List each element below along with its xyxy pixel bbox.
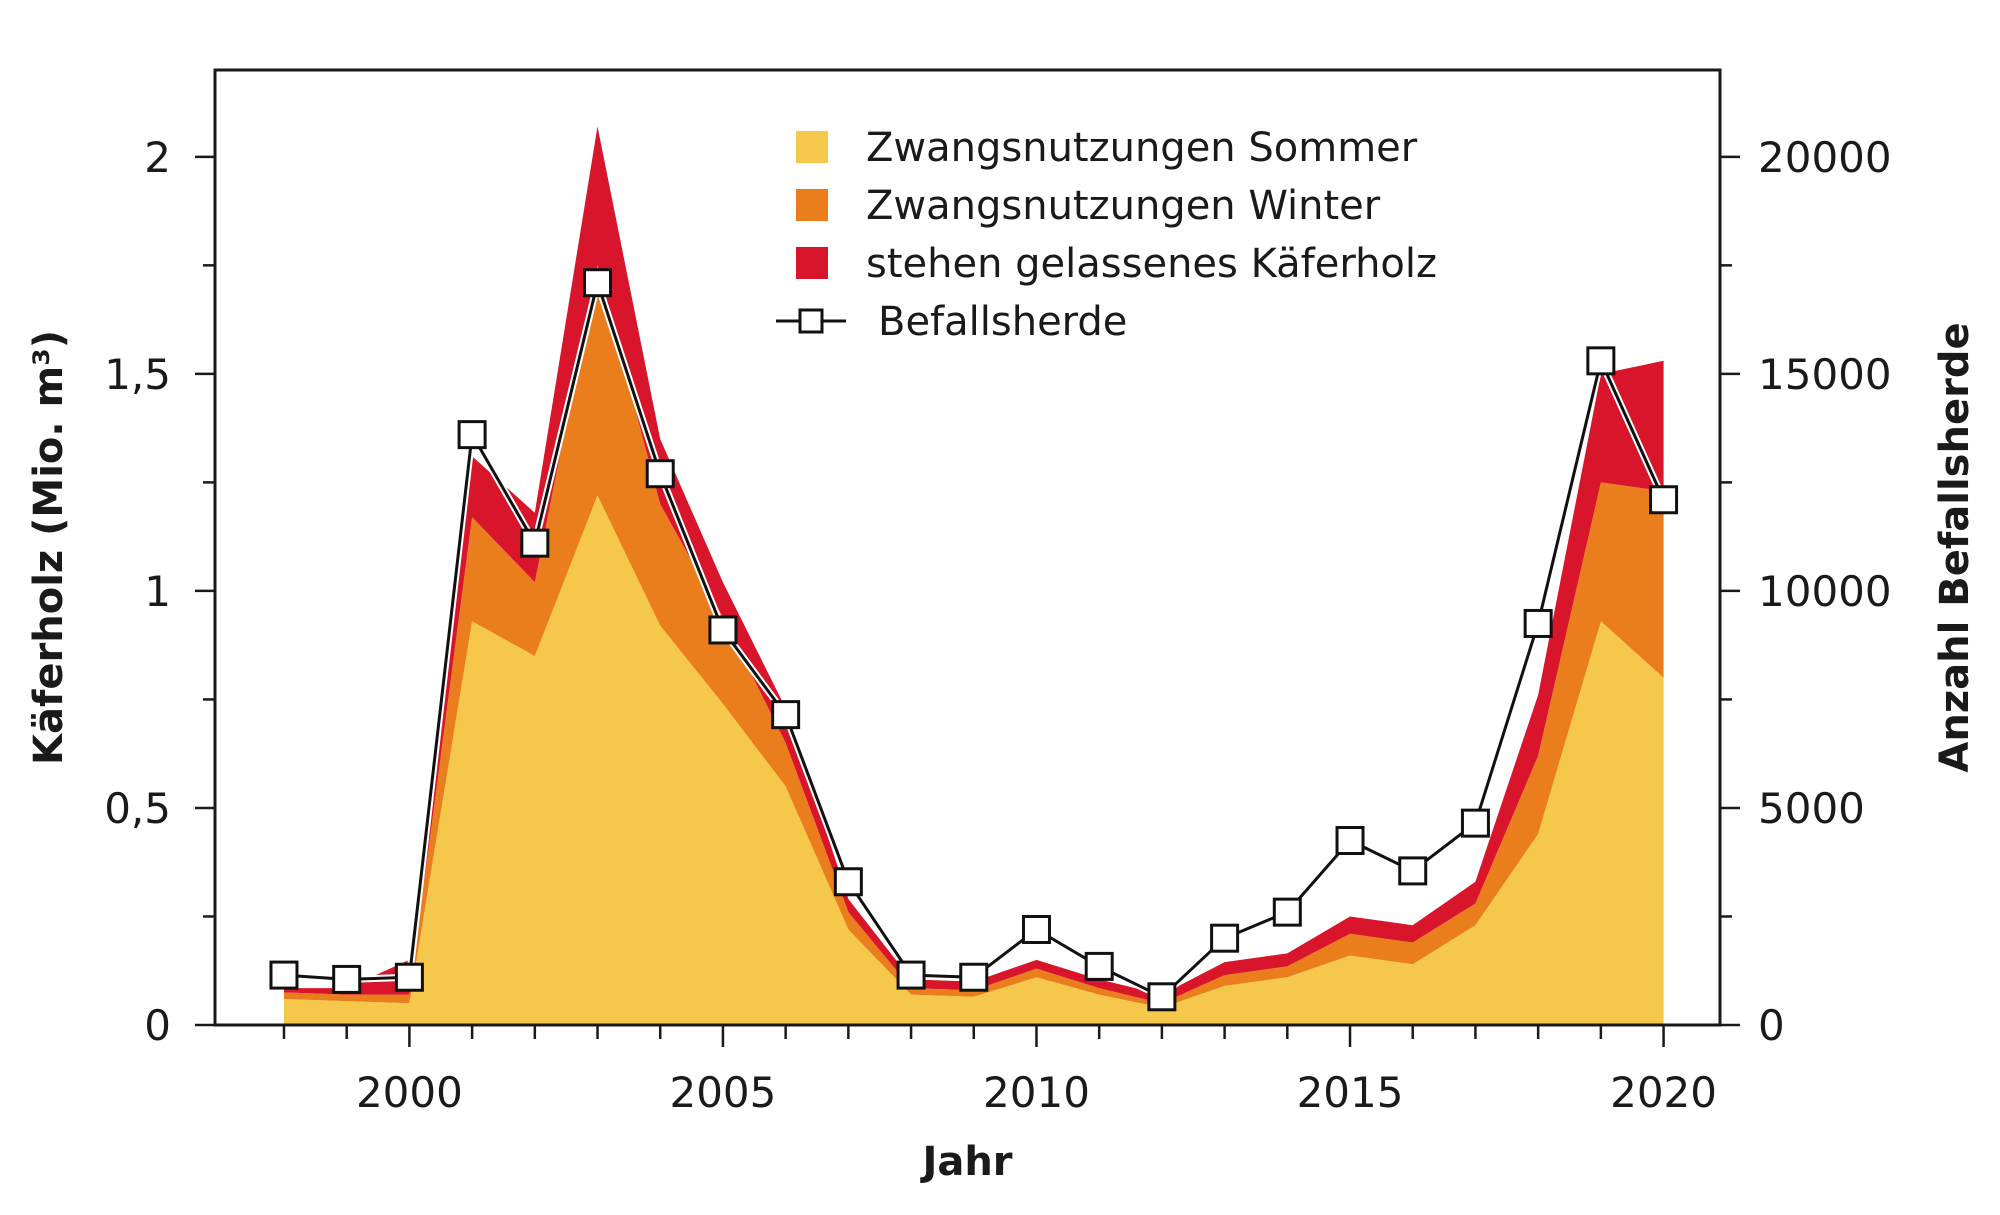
befallsherde-point bbox=[457, 420, 487, 450]
befallsherde-point bbox=[1460, 808, 1490, 838]
befallsherde-point bbox=[1335, 826, 1365, 856]
x-axis: 2000 2005 2010 2015 2020 bbox=[282, 1025, 1717, 1117]
befallsherde-series bbox=[269, 268, 1679, 1012]
y2-tick-label: 20000 bbox=[1758, 133, 1892, 182]
befallsherde-point bbox=[771, 700, 801, 730]
befallsherde-point bbox=[959, 962, 989, 992]
x-tick-label: 2005 bbox=[669, 1068, 776, 1117]
befallsherde-point bbox=[1147, 982, 1177, 1012]
stacked-areas bbox=[284, 126, 1664, 1025]
befallsherde-point bbox=[269, 960, 299, 990]
y-tick-label: 1,5 bbox=[104, 350, 171, 399]
befallsherde-point bbox=[394, 962, 424, 992]
befallsherde-point bbox=[1586, 346, 1616, 376]
befallsherde-point bbox=[708, 615, 738, 645]
y-tick-label: 0 bbox=[144, 1001, 171, 1050]
y2-axis-title: Anzahl Befallsherde bbox=[1932, 322, 1978, 772]
befallsherde-point bbox=[1398, 856, 1428, 886]
befallsherde-point bbox=[833, 867, 863, 897]
x-tick-label: 2020 bbox=[1610, 1068, 1717, 1117]
befallsherde-point bbox=[1523, 608, 1553, 638]
legend-swatch bbox=[796, 189, 828, 221]
x-tick-label: 2000 bbox=[356, 1068, 463, 1117]
plot-frame bbox=[213, 68, 1722, 1027]
befallsherde-point bbox=[1649, 485, 1679, 515]
y-axis-left: 0 0,5 1 1,5 2 bbox=[104, 133, 215, 1050]
x-axis-title: Jahr bbox=[919, 1139, 1012, 1185]
legend-swatch bbox=[796, 247, 828, 279]
legend-label: stehen gelassenes Käferholz bbox=[866, 241, 1437, 287]
befallsherde-point bbox=[583, 268, 613, 298]
legend: Zwangsnutzungen Sommer Zwangsnutzungen Wi… bbox=[776, 125, 1437, 345]
befallsherde-point bbox=[896, 960, 926, 990]
legend-marker-swatch bbox=[798, 308, 824, 334]
y2-tick-label: 0 bbox=[1758, 1001, 1785, 1050]
y-axis-title: Käferholz (Mio. m³) bbox=[26, 330, 72, 765]
befallsherde-point bbox=[1272, 897, 1302, 927]
y-tick-label: 1 bbox=[144, 567, 171, 616]
legend-label: Zwangsnutzungen Winter bbox=[866, 183, 1381, 229]
area-series-2 bbox=[284, 265, 1664, 1008]
y-axis-right: 0 5000 10000 15000 20000 bbox=[1720, 133, 1892, 1050]
befallsherde-point bbox=[332, 964, 362, 994]
area-series-3 bbox=[284, 126, 1664, 1004]
y-tick-label: 2 bbox=[144, 133, 171, 182]
area-series-1 bbox=[284, 495, 1664, 1025]
befallsherde-point bbox=[1084, 951, 1114, 981]
befallsherde-point bbox=[1210, 923, 1240, 953]
befallsherde-point bbox=[645, 459, 675, 489]
legend-swatch bbox=[796, 131, 828, 163]
x-tick-label: 2010 bbox=[983, 1068, 1090, 1117]
legend-label: Zwangsnutzungen Sommer bbox=[866, 125, 1418, 171]
y-tick-label: 0,5 bbox=[104, 784, 171, 833]
befallsherde-point bbox=[520, 528, 550, 558]
legend-label: Befallsherde bbox=[878, 299, 1127, 345]
y2-tick-label: 10000 bbox=[1758, 567, 1892, 616]
x-tick-label: 2015 bbox=[1297, 1068, 1404, 1117]
y2-tick-label: 15000 bbox=[1758, 350, 1892, 399]
y2-tick-label: 5000 bbox=[1758, 784, 1865, 833]
befallsherde-point bbox=[1021, 915, 1051, 944]
